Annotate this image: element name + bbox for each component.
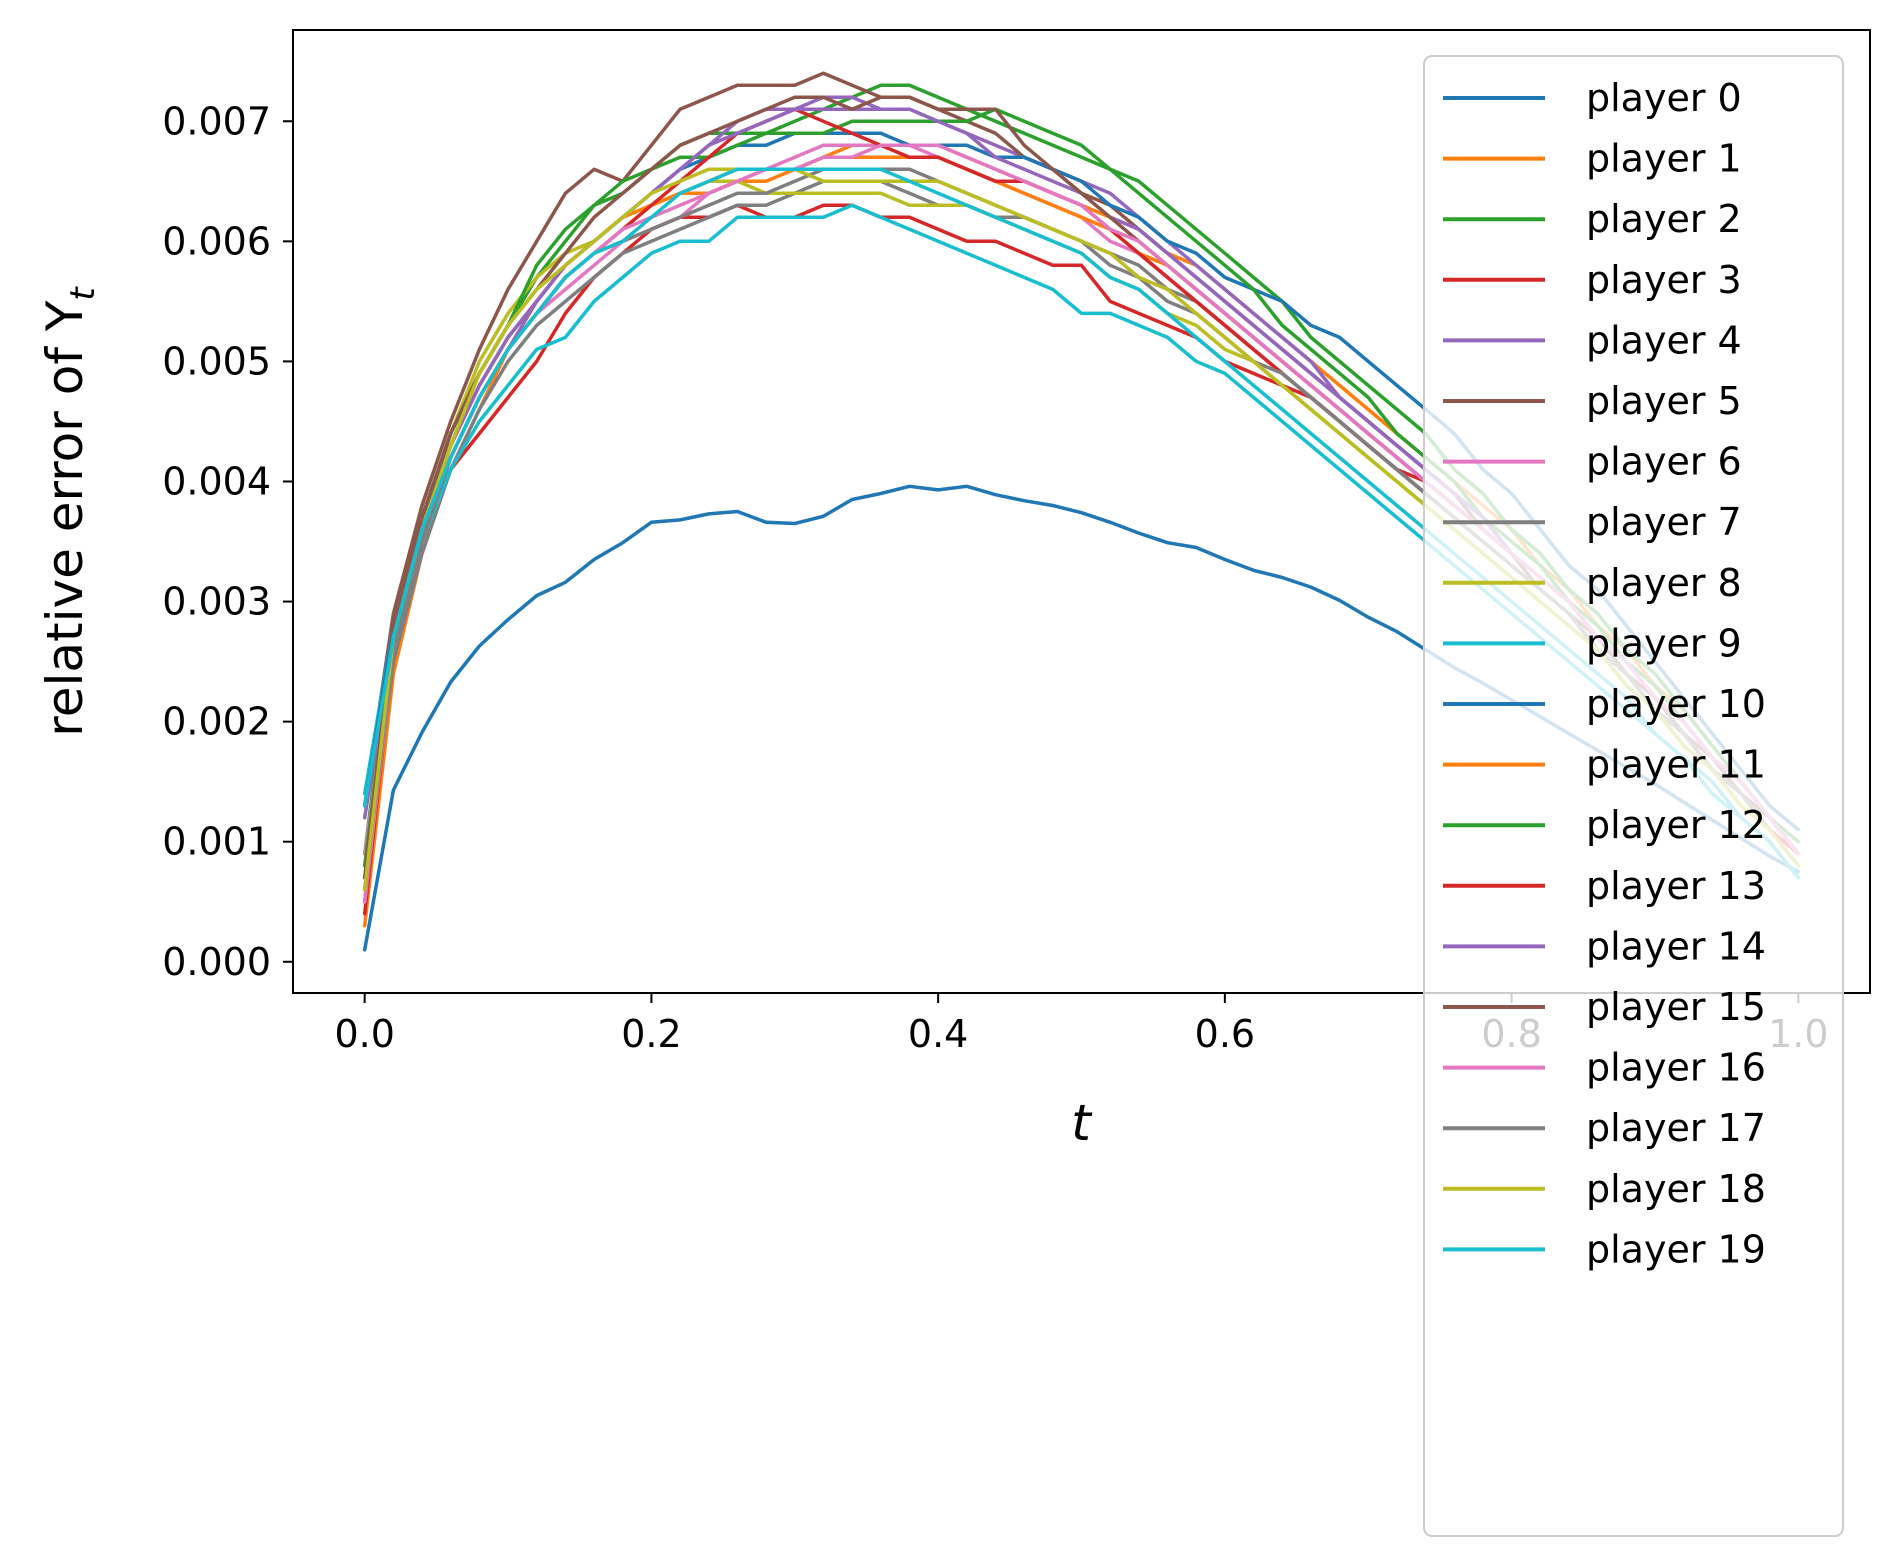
y-tick-label: 0.000 — [162, 940, 271, 984]
y-axis-label-main: relative error of Y — [36, 300, 94, 737]
legend-label-18: player 18 — [1586, 1167, 1766, 1211]
legend-label-10: player 10 — [1586, 682, 1766, 726]
legend-label-2: player 2 — [1586, 197, 1742, 241]
x-tick-label: 0.0 — [334, 1012, 394, 1056]
x-tick-label: 0.2 — [621, 1012, 681, 1056]
legend-label-6: player 6 — [1586, 440, 1742, 484]
legend-label-3: player 3 — [1586, 258, 1742, 302]
legend-label-9: player 9 — [1586, 621, 1742, 665]
y-axis-label-subscript: t — [63, 286, 103, 301]
legend-label-16: player 16 — [1586, 1046, 1766, 1090]
y-tick-label: 0.002 — [162, 700, 271, 744]
legend-label-12: player 12 — [1586, 803, 1766, 847]
legend-label-14: player 14 — [1586, 924, 1766, 968]
legend: player 0 player 1 player 2 player 3 player 4… — [1423, 55, 1844, 1537]
y-tick-label: 0.004 — [162, 459, 271, 503]
y-axis-label-group: relative error of Yt — [36, 286, 103, 737]
y-tick-label: 0.003 — [162, 580, 271, 624]
legend-label-17: player 17 — [1586, 1106, 1766, 1150]
legend-frame — [1423, 55, 1844, 1537]
legend-label-1: player 1 — [1586, 137, 1742, 181]
y-tick-label: 0.005 — [162, 339, 271, 383]
legend-label-19: player 19 — [1586, 1227, 1766, 1271]
x-axis-label: t — [1071, 1094, 1093, 1152]
legend-label-8: player 8 — [1586, 561, 1742, 605]
legend-label-4: player 4 — [1586, 318, 1742, 362]
y-tick-label: 0.006 — [162, 219, 271, 263]
legend-label-7: player 7 — [1586, 500, 1742, 544]
legend-label-5: player 5 — [1586, 379, 1742, 423]
y-axis-ticks: 0.000 0.001 0.002 0.003 0.004 0.005 0.006 0.007 — [162, 99, 293, 984]
legend-label-15: player 15 — [1586, 985, 1766, 1029]
y-tick-label: 0.001 — [162, 820, 271, 864]
y-tick-label: 0.007 — [162, 99, 271, 143]
x-tick-label: 0.4 — [908, 1012, 968, 1056]
plot-frame — [292, 29, 1871, 994]
legend-label-13: player 13 — [1586, 864, 1766, 908]
x-tick-label: 0.6 — [1195, 1012, 1255, 1056]
legend-label-11: player 11 — [1586, 743, 1766, 787]
legend-label-0: player 0 — [1586, 76, 1742, 120]
y-axis-label: relative error of Yt — [36, 286, 103, 737]
